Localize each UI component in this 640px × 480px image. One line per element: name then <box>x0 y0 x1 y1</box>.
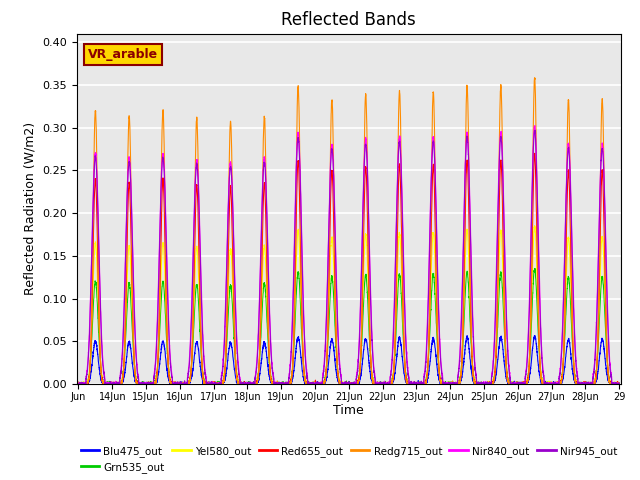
Line: Nir840_out: Nir840_out <box>79 126 619 384</box>
Yel580_out <box>531 223 539 229</box>
Blu475_out <box>538 379 545 385</box>
X-axis label: Time: Time <box>333 405 364 418</box>
Redg715_out <box>75 381 83 387</box>
Yel580_out <box>497 228 505 233</box>
Line: Nir945_out: Nir945_out <box>79 130 619 384</box>
Nir840_out <box>75 381 83 387</box>
Yel580_out <box>615 381 623 386</box>
Redg715_out <box>75 380 83 385</box>
Redg715_out <box>187 374 195 380</box>
Yel580_out <box>524 377 531 383</box>
Line: Blu475_out: Blu475_out <box>79 336 619 384</box>
Redg715_out <box>497 84 505 90</box>
Title: Reflected Bands: Reflected Bands <box>282 11 416 29</box>
Grn535_out <box>75 381 83 387</box>
Red655_out <box>75 381 83 387</box>
Red655_out <box>398 239 406 245</box>
Nir945_out <box>615 381 623 387</box>
Red655_out <box>497 160 505 166</box>
Grn535_out <box>187 371 195 377</box>
Grn535_out <box>398 302 406 308</box>
Blu475_out <box>75 381 83 386</box>
Yel580_out <box>75 381 83 387</box>
Text: VR_arable: VR_arable <box>88 48 158 61</box>
Nir840_out <box>497 129 505 135</box>
Nir945_out <box>75 381 83 387</box>
Redg715_out <box>615 381 623 387</box>
Red655_out <box>187 372 195 377</box>
Redg715_out <box>524 379 531 385</box>
Redg715_out <box>369 378 376 384</box>
Nir945_out <box>538 352 545 358</box>
Redg715_out <box>538 378 545 384</box>
Blu475_out <box>398 349 406 355</box>
Line: Yel580_out: Yel580_out <box>79 226 619 384</box>
Nir945_out <box>524 352 531 358</box>
Yel580_out <box>538 375 545 381</box>
Nir945_out <box>497 134 505 140</box>
Blu475_out <box>497 336 505 341</box>
Blu475_out <box>531 333 539 338</box>
Blu475_out <box>369 381 376 386</box>
Grn535_out <box>538 375 545 381</box>
Red655_out <box>369 380 376 385</box>
Nir840_out <box>538 344 545 349</box>
Red655_out <box>615 380 623 386</box>
Nir840_out <box>531 123 539 129</box>
Grn535_out <box>531 265 539 271</box>
Yel580_out <box>75 380 83 386</box>
Red655_out <box>538 378 545 384</box>
Nir945_out <box>75 381 83 386</box>
Nir945_out <box>531 127 539 133</box>
Nir840_out <box>369 347 376 353</box>
Line: Grn535_out: Grn535_out <box>79 268 619 384</box>
Redg715_out <box>398 203 406 208</box>
Y-axis label: Reflected Radiation (W/m2): Reflected Radiation (W/m2) <box>24 122 36 295</box>
Red655_out <box>75 379 83 385</box>
Redg715_out <box>531 75 538 81</box>
Blu475_out <box>524 379 531 385</box>
Yel580_out <box>187 370 195 375</box>
Nir840_out <box>398 179 406 184</box>
Legend: Blu475_out, Grn535_out, Yel580_out, Red655_out, Redg715_out, Nir840_out, Nir945_: Blu475_out, Grn535_out, Yel580_out, Red6… <box>76 442 621 477</box>
Nir945_out <box>187 338 195 344</box>
Blu475_out <box>187 377 195 383</box>
Grn535_out <box>75 381 83 386</box>
Nir945_out <box>398 190 406 196</box>
Grn535_out <box>615 380 623 386</box>
Red655_out <box>531 151 538 156</box>
Blu475_out <box>75 381 83 387</box>
Red655_out <box>524 377 531 383</box>
Nir840_out <box>615 381 623 387</box>
Yel580_out <box>369 375 376 381</box>
Grn535_out <box>369 375 376 381</box>
Yel580_out <box>398 277 406 283</box>
Line: Redg715_out: Redg715_out <box>79 78 619 384</box>
Nir840_out <box>524 349 531 355</box>
Blu475_out <box>615 381 623 386</box>
Nir945_out <box>369 354 376 360</box>
Nir840_out <box>187 333 195 338</box>
Line: Red655_out: Red655_out <box>79 154 619 384</box>
Grn535_out <box>497 269 505 275</box>
Grn535_out <box>524 376 531 382</box>
